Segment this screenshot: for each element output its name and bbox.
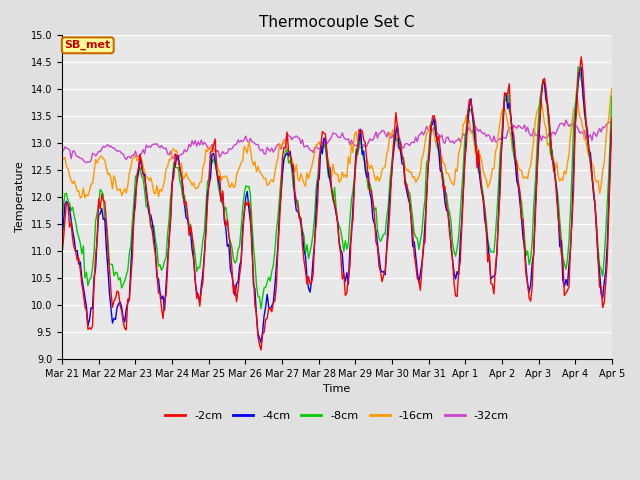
Legend: -2cm, -4cm, -8cm, -16cm, -32cm: -2cm, -4cm, -8cm, -16cm, -32cm [161, 407, 513, 425]
X-axis label: Time: Time [323, 384, 351, 394]
Text: SB_met: SB_met [65, 40, 111, 50]
Title: Thermocouple Set C: Thermocouple Set C [259, 15, 415, 30]
Y-axis label: Temperature: Temperature [15, 162, 25, 232]
